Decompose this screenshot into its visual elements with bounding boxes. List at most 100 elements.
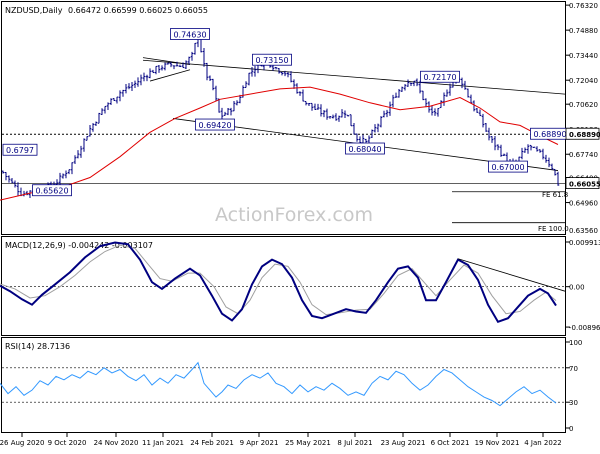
candle xyxy=(274,66,278,70)
macd-title: MACD(12,26,9) -0.004242 -0.003107 xyxy=(5,241,153,250)
candle xyxy=(298,91,302,96)
candle xyxy=(490,136,494,143)
candle xyxy=(64,170,68,179)
candle xyxy=(61,173,65,179)
candle xyxy=(436,108,440,117)
candle xyxy=(226,108,230,116)
candle xyxy=(310,102,314,111)
x-tick-label: 26 Aug 2020 xyxy=(0,439,44,447)
price-label-text: 0.65620 xyxy=(35,187,68,196)
candle xyxy=(370,129,374,138)
candle xyxy=(184,60,188,69)
candle xyxy=(163,62,167,71)
candle xyxy=(13,180,17,188)
candle xyxy=(280,72,284,76)
candle xyxy=(529,144,533,151)
candle xyxy=(388,101,392,116)
candle xyxy=(142,72,146,82)
candle xyxy=(331,114,335,119)
price-label-text: 0.67000 xyxy=(491,163,524,172)
price-label: 0.73150 xyxy=(252,53,292,66)
x-tick-label: 9 Apr 2021 xyxy=(240,439,279,447)
last-price-box: 0.66055 xyxy=(565,177,600,190)
candle xyxy=(91,123,95,132)
candle xyxy=(193,42,197,55)
candle xyxy=(475,107,479,113)
rsi-y-tick-label: 100 xyxy=(569,339,582,347)
fe-61-label: FE 61.8 xyxy=(542,191,568,199)
candle xyxy=(448,83,452,96)
candle xyxy=(103,105,107,114)
macd-y-tick-label: -0.008962 xyxy=(569,324,600,332)
candle xyxy=(277,67,281,74)
candle xyxy=(94,121,98,126)
triangle-upper-line xyxy=(142,57,191,65)
candle xyxy=(127,83,131,90)
price-label: 0.68040 xyxy=(345,142,385,155)
candle xyxy=(166,62,170,65)
candle xyxy=(553,168,557,176)
candle xyxy=(427,101,431,113)
candle xyxy=(373,124,377,133)
candle xyxy=(385,109,389,118)
price-panel-frame xyxy=(1,1,566,235)
candle xyxy=(328,116,332,119)
candle xyxy=(58,172,62,186)
candle xyxy=(376,123,380,133)
resistance-price-box: 0.68890 xyxy=(565,127,600,140)
rsi-y-tick-label: 30 xyxy=(569,399,578,407)
candle xyxy=(7,175,11,183)
candle xyxy=(406,79,410,87)
candle xyxy=(79,145,83,158)
candle xyxy=(520,147,524,160)
candle xyxy=(382,110,386,118)
candle xyxy=(313,103,317,110)
candle xyxy=(292,79,296,89)
candle xyxy=(283,70,287,77)
price-label: 0.72170 xyxy=(420,70,460,83)
candle xyxy=(139,74,143,86)
candle xyxy=(322,110,326,118)
candle xyxy=(286,71,290,78)
rsi-title: RSI(14) 28.7136 xyxy=(5,342,70,351)
price-label-text: 0.68890 xyxy=(533,130,566,139)
candle xyxy=(487,127,491,141)
candle xyxy=(337,115,341,122)
rsi-line xyxy=(0,361,557,407)
candle xyxy=(289,71,293,83)
candle xyxy=(214,85,218,102)
candle xyxy=(211,78,215,91)
channel-upper-line xyxy=(142,59,566,95)
candle xyxy=(205,62,209,81)
candle xyxy=(424,98,428,108)
candle xyxy=(544,154,548,163)
price-axis-bottom-label: 0.63560 xyxy=(569,227,598,235)
price-y-tick-label: 0.74880 xyxy=(569,27,598,35)
moving-average-line xyxy=(0,86,559,201)
candle xyxy=(169,61,173,68)
candle xyxy=(445,89,449,97)
candle xyxy=(319,104,323,117)
candle xyxy=(148,68,152,79)
candle xyxy=(484,122,488,132)
candle xyxy=(499,144,503,157)
candle xyxy=(547,157,551,168)
price-label-text: 0.73150 xyxy=(255,56,288,65)
candle xyxy=(472,100,476,112)
candle xyxy=(208,75,212,82)
candle xyxy=(220,107,224,121)
candle xyxy=(82,138,86,152)
candle xyxy=(100,108,104,115)
candle xyxy=(466,88,470,98)
candle xyxy=(4,172,8,181)
candle xyxy=(229,107,233,116)
candle xyxy=(16,182,20,196)
candle xyxy=(106,102,110,110)
price-label-box xyxy=(252,53,292,66)
candle xyxy=(391,94,395,108)
fe-100-label: FE 100.0 xyxy=(538,225,569,233)
price-label-text: 0.69420 xyxy=(198,121,231,130)
candle xyxy=(550,163,554,170)
candle xyxy=(535,146,539,152)
